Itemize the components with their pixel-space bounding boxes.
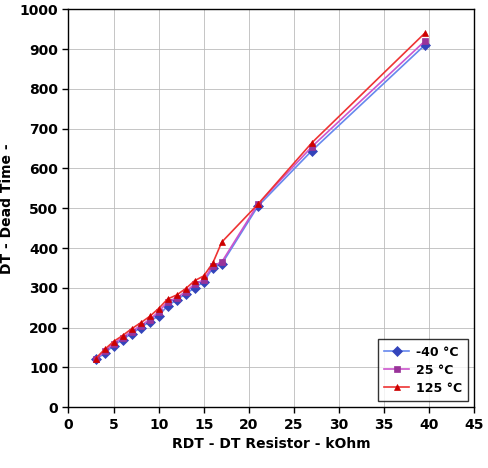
125 °C [209,260,215,266]
Line: 125 °C: 125 °C [92,30,427,362]
125 °C [254,201,260,207]
25 °C [173,295,179,300]
-40 °C [209,265,215,271]
25 °C [183,289,188,295]
125 °C [308,140,314,146]
-40 °C [110,343,116,348]
-40 °C [201,279,206,285]
-40 °C [308,148,314,154]
-40 °C [120,337,125,343]
125 °C [155,306,161,311]
Y-axis label: DT - Dead Time -: DT - Dead Time - [0,143,14,274]
Line: -40 °C: -40 °C [92,42,427,363]
Legend: -40 °C, 25 °C, 125 °C: -40 °C, 25 °C, 125 °C [377,339,467,401]
-40 °C [254,204,260,209]
-40 °C [164,303,170,308]
125 °C [219,239,224,245]
-40 °C [155,313,161,318]
25 °C [128,329,134,334]
-40 °C [138,325,143,330]
25 °C [92,357,98,362]
125 °C [128,326,134,332]
25 °C [102,349,107,354]
125 °C [164,296,170,302]
25 °C [138,323,143,329]
X-axis label: RDT - DT Resistor - kOhm: RDT - DT Resistor - kOhm [172,437,370,451]
-40 °C [146,319,152,324]
25 °C [254,201,260,207]
125 °C [173,292,179,298]
-40 °C [102,351,107,356]
25 °C [308,144,314,149]
25 °C [219,259,224,265]
125 °C [102,347,107,352]
125 °C [191,278,197,284]
25 °C [155,309,161,314]
25 °C [191,281,197,286]
25 °C [110,341,116,346]
25 °C [120,335,125,340]
Line: 25 °C: 25 °C [92,38,427,363]
-40 °C [183,291,188,297]
125 °C [201,273,206,278]
-40 °C [191,285,197,291]
125 °C [120,333,125,338]
25 °C [209,263,215,269]
125 °C [138,320,143,326]
-40 °C [173,297,179,303]
-40 °C [92,357,98,362]
125 °C [146,314,152,319]
125 °C [110,339,116,344]
125 °C [183,286,188,292]
25 °C [146,317,152,322]
125 °C [421,30,427,36]
-40 °C [219,261,224,267]
25 °C [201,277,206,283]
25 °C [164,299,170,305]
25 °C [421,38,427,44]
-40 °C [421,43,427,48]
-40 °C [128,331,134,336]
125 °C [92,356,98,361]
